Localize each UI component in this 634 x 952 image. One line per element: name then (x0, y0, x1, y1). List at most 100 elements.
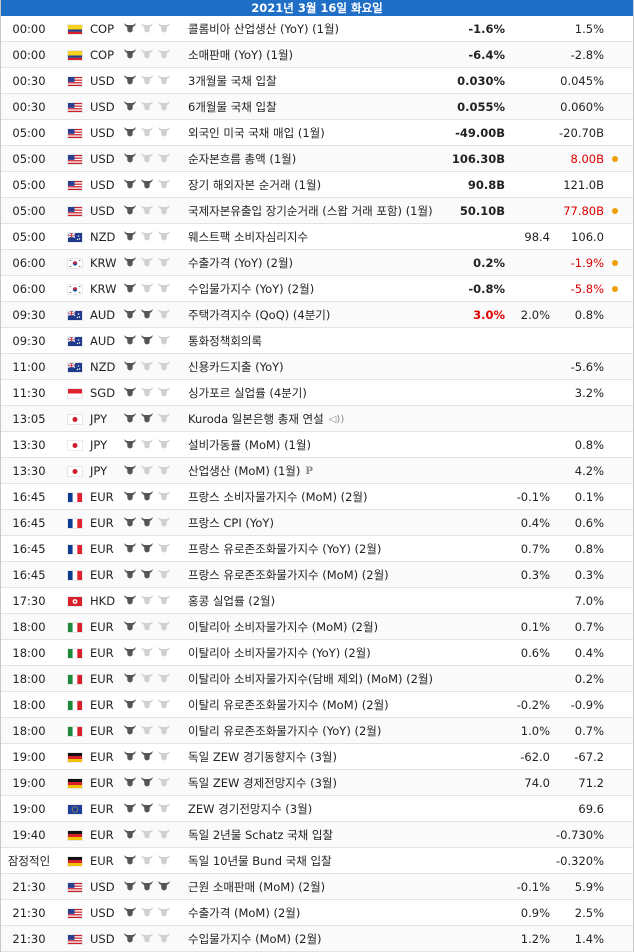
event-name-link[interactable]: 국제자본유출입 장기순거래 (스왑 거래 포함) (1월) (188, 198, 433, 224)
event-name-link[interactable]: 산업생산 (MoM) (1월) P (188, 458, 313, 485)
event-row[interactable]: 09:30 AUD 주택가격지수 (QoQ) (4분기) 3.0% 2.0% 0.8% (1, 302, 633, 328)
actual-value: 3.0% (473, 308, 505, 322)
event-row[interactable]: 05:00 NZD 웨스트팩 소비자심리지수 98.4 106.0 (1, 224, 633, 250)
event-name: 프랑스 유로존조화물가지수 (YoY) (2월) (188, 542, 382, 556)
event-name-link[interactable]: 이탈리아 소비자물가지수 (MoM) (2월) (188, 614, 378, 640)
event-name: 국제자본유출입 장기순거래 (스왑 거래 포함) (1월) (188, 204, 433, 218)
event-name-link[interactable]: 소매판매 (YoY) (1월) (188, 42, 293, 68)
event-row[interactable]: 21:30 USD 수입물가지수 (MoM) (2월) 1.2% 1.4% (1, 926, 633, 952)
event-name-link[interactable]: 이탈리아 소비자물가지수 (YoY) (2월) (188, 640, 371, 666)
event-row[interactable]: 05:00 USD 순자본흐름 총액 (1월) 106.30B 8.00B (1, 146, 633, 172)
event-row[interactable]: 17:30 HKD 홍콩 실업률 (2월) 7.0% (1, 588, 633, 614)
importance-rating (123, 671, 171, 687)
previous-value: 0.2% (574, 672, 604, 686)
event-row[interactable]: 18:00 EUR 이탈리아 소비자물가지수 (YoY) (2월) 0.6% 0.4% (1, 640, 633, 666)
event-row[interactable]: 11:00 NZD 신용카드지출 (YoY) -5.6% (1, 354, 633, 380)
event-row[interactable]: 19:40 EUR 독일 2년물 Schatz 국채 입찰 -0.730% (1, 822, 633, 848)
previous-value: -5.6% (570, 360, 604, 374)
event-row[interactable]: 16:45 EUR 프랑스 유로존조화물가지수 (MoM) (2월) 0.3% 0.3% (1, 562, 633, 588)
importance-rating (123, 749, 171, 765)
event-time: 16:45 (12, 516, 46, 530)
event-row[interactable]: 00:30 USD 3개월물 국채 입찰 0.030% 0.045% (1, 68, 633, 94)
event-name-link[interactable]: 외국인 미국 국채 매입 (1월) (188, 120, 325, 146)
event-name-link[interactable]: 근원 소매판매 (MoM) (2월) (188, 874, 325, 900)
event-time: 06:00 (12, 282, 46, 296)
event-name-link[interactable]: 6개월물 국채 입찰 (188, 94, 277, 120)
currency-code: EUR (90, 542, 114, 556)
event-name-link[interactable]: 프랑스 CPI (YoY) (188, 510, 274, 536)
previous-value: 0.7% (574, 620, 604, 634)
event-row[interactable]: 13:30 JPY 설비가동률 (MoM) (1월) 0.8% (1, 432, 633, 458)
event-name-link[interactable]: 웨스트팩 소비자심리지수 (188, 224, 308, 250)
bull-icon (158, 907, 170, 917)
event-row[interactable]: 05:00 USD 장기 해외자본 순거래 (1월) 90.8B 121.0B (1, 172, 633, 198)
event-name-link[interactable]: 통화정책회의록 (188, 328, 262, 354)
event-name-link[interactable]: 프랑스 소비자물가지수 (MoM) (2월) (188, 484, 368, 510)
event-name-link[interactable]: 독일 2년물 Schatz 국채 입찰 (188, 822, 333, 848)
event-name: 소매판매 (YoY) (1월) (188, 48, 294, 62)
event-name-link[interactable]: 수입물가지수 (MoM) (2월) (188, 926, 322, 952)
event-row[interactable]: 18:00 EUR 이탈리아 소비자물가지수 (MoM) (2월) 0.1% 0.7% (1, 614, 633, 640)
bull-icon (124, 569, 136, 579)
event-name-link[interactable]: 순자본흐름 총액 (1월) (188, 146, 296, 172)
event-row[interactable]: 05:00 USD 국제자본유출입 장기순거래 (스왑 거래 포함) (1월) 50.… (1, 198, 633, 224)
event-name: 프랑스 유로존조화물가지수 (MoM) (2월) (188, 568, 389, 582)
event-name-link[interactable]: 프랑스 유로존조화물가지수 (YoY) (2월) (188, 536, 381, 562)
event-row[interactable]: 00:00 COP 콜롬비아 산업생산 (YoY) (1월) -1.6% 1.5% (1, 16, 633, 42)
bull-icon (158, 257, 170, 267)
bull-icon (158, 491, 170, 501)
event-time: 19:40 (12, 828, 46, 842)
event-name-link[interactable]: ZEW 경기전망지수 (3월) (188, 796, 312, 822)
event-name-link[interactable]: 3개월물 국채 입찰 (188, 68, 277, 94)
event-row[interactable]: 18:00 EUR 이탈리아 소비자물가지수(담배 제외) (MoM) (2월) 0.… (1, 666, 633, 692)
event-row[interactable]: 21:30 USD 수출가격 (MoM) (2월) 0.9% 2.5% (1, 900, 633, 926)
event-name-link[interactable]: 콜롬비아 산업생산 (YoY) (1월) (188, 16, 339, 42)
event-row[interactable]: 00:00 COP 소매판매 (YoY) (1월) -6.4% -2.8% (1, 42, 633, 68)
event-row[interactable]: 18:00 EUR 이탈리 유로존조화물가지수 (MoM) (2월) -0.2% -0.… (1, 692, 633, 718)
event-row[interactable]: 19:00 EUR 독일 ZEW 경기동향지수 (3월) -62.0 -67.2 (1, 744, 633, 770)
event-row[interactable]: 18:00 EUR 이탈리 유로존조화물가지수 (YoY) (2월) 1.0% 0.7% (1, 718, 633, 744)
event-name-link[interactable]: 홍콩 실업률 (2월) (188, 588, 275, 614)
event-row[interactable]: 16:45 EUR 프랑스 소비자물가지수 (MoM) (2월) -0.1% 0.1% (1, 484, 633, 510)
bull-icon (124, 231, 136, 241)
event-name-link[interactable]: 수입물가지수 (YoY) (2월) (188, 276, 314, 302)
country-flag-icon (68, 701, 82, 710)
event-row[interactable]: 06:00 KRW 수입물가지수 (YoY) (2월) -0.8% -5.8% (1, 276, 633, 302)
currency-code: USD (90, 178, 115, 192)
event-name-link[interactable]: 장기 해외자본 순거래 (1월) (188, 172, 321, 198)
event-name-link[interactable]: 주택가격지수 (QoQ) (4분기) (188, 302, 330, 328)
country-flag-icon (68, 909, 82, 918)
event-row[interactable]: 00:30 USD 6개월물 국채 입찰 0.055% 0.060% (1, 94, 633, 120)
event-row[interactable]: 16:45 EUR 프랑스 CPI (YoY) 0.4% 0.6% (1, 510, 633, 536)
event-row[interactable]: 16:45 EUR 프랑스 유로존조화물가지수 (YoY) (2월) 0.7% 0.8% (1, 536, 633, 562)
event-name-link[interactable]: 이탈리아 소비자물가지수(담배 제외) (MoM) (2월) (188, 666, 433, 692)
event-time: 18:00 (12, 724, 46, 738)
event-row[interactable]: 21:30 USD 근원 소매판매 (MoM) (2월) -0.1% 5.9% (1, 874, 633, 900)
country-flag-icon (68, 571, 82, 580)
event-row[interactable]: 13:30 JPY 산업생산 (MoM) (1월) P 4.2% (1, 458, 633, 484)
event-row[interactable]: 06:00 KRW 수출가격 (YoY) (2월) 0.2% -1.9% (1, 250, 633, 276)
currency-code: EUR (90, 490, 114, 504)
event-name-link[interactable]: 싱가포르 실업률 (4분기) (188, 380, 307, 406)
event-name-link[interactable]: 이탈리 유로존조화물가지수 (YoY) (2월) (188, 718, 381, 744)
event-row[interactable]: 11:30 SGD 싱가포르 실업률 (4분기) 3.2% (1, 380, 633, 406)
bull-icon (158, 23, 170, 33)
event-row[interactable]: 09:30 AUD 통화정책회의록 (1, 328, 633, 354)
event-row[interactable]: 13:05 JPY Kuroda 일본은행 총재 연설 ◁)) (1, 406, 633, 432)
event-name-link[interactable]: Kuroda 일본은행 총재 연설 ◁)) (188, 406, 344, 433)
event-name-link[interactable]: 수출가격 (MoM) (2월) (188, 900, 300, 926)
bull-icon (158, 725, 170, 735)
importance-rating (123, 619, 171, 635)
event-name-link[interactable]: 이탈리 유로존조화물가지수 (MoM) (2월) (188, 692, 389, 718)
event-row[interactable]: 잠정적인 EUR 독일 10년물 Bund 국채 입찰 -0.320% (1, 848, 633, 874)
event-name-link[interactable]: 신용카드지출 (YoY) (188, 354, 284, 380)
event-name-link[interactable]: 독일 ZEW 경기동향지수 (3월) (188, 744, 337, 770)
event-name-link[interactable]: 설비가동률 (MoM) (1월) (188, 432, 311, 458)
event-name-link[interactable]: 독일 10년물 Bund 국채 입찰 (188, 848, 332, 874)
event-name-link[interactable]: 수출가격 (YoY) (2월) (188, 250, 293, 276)
event-name-link[interactable]: 독일 ZEW 경제전망지수 (3월) (188, 770, 337, 796)
event-name-link[interactable]: 프랑스 유로존조화물가지수 (MoM) (2월) (188, 562, 389, 588)
event-row[interactable]: 19:00 EUR 독일 ZEW 경제전망지수 (3월) 74.0 71.2 (1, 770, 633, 796)
event-row[interactable]: 05:00 USD 외국인 미국 국채 매입 (1월) -49.00B -20.70B (1, 120, 633, 146)
event-row[interactable]: 19:00 EUR ZEW 경기전망지수 (3월) 69.6 (1, 796, 633, 822)
